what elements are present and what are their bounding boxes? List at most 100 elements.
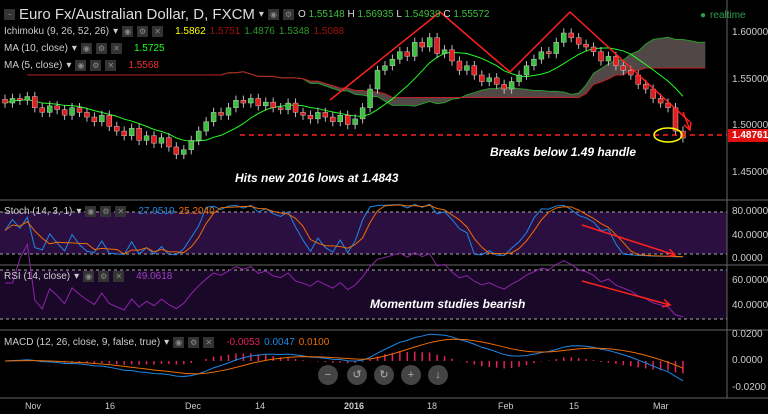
candle	[568, 32, 574, 38]
candle	[255, 98, 262, 107]
date-tick: Dec	[185, 401, 202, 411]
stoch-tick: 40.0000	[732, 230, 768, 241]
candle	[9, 98, 16, 104]
chevron-down-icon[interactable]: ▾	[258, 9, 264, 20]
eye-icon[interactable]: ◉	[267, 9, 279, 20]
macd-value: -0.0053	[226, 337, 261, 348]
eye-icon[interactable]: ◉	[173, 337, 185, 348]
ma10-legend: MA (10, close) ▾ ◉ ⚙ ✕ 1.5725	[4, 43, 165, 54]
candle	[643, 84, 649, 90]
trend-zigzag	[329, 10, 691, 123]
gear-icon[interactable]: ⚙	[95, 43, 107, 54]
signal-line	[4, 338, 684, 375]
candle	[657, 98, 664, 104]
candle	[620, 65, 627, 71]
arrow-head-icon	[667, 248, 677, 258]
candle	[2, 99, 8, 104]
date-tick: 18	[427, 401, 438, 411]
ichimoku-label[interactable]: Ichimoku (9, 26, 52, 26)	[4, 26, 110, 37]
senkou-b-line	[27, 67, 706, 98]
arrow-head-icon	[662, 298, 672, 308]
ohlc-value: 1.55572	[453, 9, 490, 20]
arrow-line	[581, 224, 676, 256]
eye-icon[interactable]: ◉	[75, 60, 87, 71]
candle	[263, 101, 269, 107]
gear-icon[interactable]: ⚙	[188, 337, 200, 348]
macd-tick: 0.0000	[732, 355, 763, 366]
ma5-label[interactable]: MA (5, close)	[4, 60, 63, 71]
candle	[99, 114, 105, 122]
price-tick: 1.50000	[732, 120, 768, 131]
stoch-d-value: 25.2040	[178, 206, 215, 217]
ichimoku-value: 1.5348	[278, 26, 310, 37]
candle	[76, 107, 83, 113]
ichimoku-cloud	[27, 37, 706, 107]
close-icon[interactable]: ✕	[113, 271, 125, 282]
candle	[419, 42, 425, 48]
candle	[479, 74, 485, 82]
eye-icon[interactable]: ◉	[83, 271, 95, 282]
scroll-left-button[interactable]: ↺	[347, 365, 367, 385]
ma10-label[interactable]: MA (10, close)	[4, 43, 68, 54]
candle	[471, 65, 478, 76]
gear-icon[interactable]: ⚙	[90, 60, 102, 71]
close-icon[interactable]: ✕	[105, 60, 117, 71]
rsi-legend: RSI (14, close) ▾ ◉ ⚙ ✕ 49.0618	[4, 271, 173, 282]
date-tick: 15	[569, 401, 580, 411]
ohlc-value: 1.54939	[404, 9, 441, 20]
candle	[151, 135, 157, 144]
candle	[218, 112, 224, 116]
symbol-title[interactable]: Euro Fx/Australian Dollar, D, FXCM	[19, 6, 255, 23]
candle	[248, 98, 254, 104]
status-dot-icon: ●	[700, 10, 707, 21]
date-tick: 2016	[344, 401, 365, 411]
close-icon[interactable]: ✕	[110, 43, 122, 54]
stoch-k-value: 27.9519	[138, 206, 175, 217]
candle	[628, 70, 634, 76]
reset-button[interactable]: ↓	[428, 365, 448, 385]
gear-icon[interactable]: ⚙	[100, 206, 112, 217]
candle	[598, 51, 604, 62]
candle	[374, 70, 381, 90]
candle	[486, 77, 492, 82]
zoom-in-button[interactable]: +	[401, 365, 421, 385]
macd-label[interactable]: MACD (12, 26, close, 9, false, true)	[4, 337, 161, 348]
ichimoku-value: 1.5751	[209, 26, 241, 37]
eye-icon[interactable]: ◉	[80, 43, 92, 54]
highlight-ellipse	[653, 127, 683, 143]
candle	[359, 107, 366, 120]
arrow-line	[682, 111, 691, 131]
stoch-tick: 80.0000	[732, 206, 768, 217]
candle	[590, 46, 597, 52]
stoch-d-line	[4, 204, 683, 258]
candle	[523, 65, 530, 76]
close-icon[interactable]: ✕	[115, 206, 127, 217]
date-tick: Feb	[498, 401, 514, 411]
candle	[367, 88, 373, 108]
collapse-icon[interactable]: −	[4, 9, 15, 20]
candle	[285, 102, 291, 110]
ichimoku-value: 1.5862	[175, 26, 206, 37]
gear-icon[interactable]: ⚙	[98, 271, 110, 282]
candle	[106, 114, 113, 127]
ohlc-value: 1.55148	[308, 9, 345, 20]
candle	[203, 121, 209, 132]
candle	[494, 77, 500, 85]
scroll-right-button[interactable]: ↻	[374, 365, 394, 385]
date-tick: Nov	[25, 401, 42, 411]
candle	[292, 102, 299, 113]
candle	[516, 74, 522, 82]
close-icon[interactable]: ✕	[152, 26, 164, 37]
rsi-label[interactable]: RSI (14, close)	[4, 271, 71, 282]
stoch-label[interactable]: Stoch (14, 3, 1)	[4, 206, 73, 217]
zoom-out-button[interactable]: −	[318, 365, 338, 385]
candle	[195, 130, 202, 141]
gear-icon[interactable]: ⚙	[137, 26, 149, 37]
close-icon[interactable]: ✕	[203, 337, 215, 348]
candle	[508, 81, 515, 90]
eye-icon[interactable]: ◉	[122, 26, 134, 37]
candle	[553, 42, 559, 54]
candle	[583, 44, 589, 48]
eye-icon[interactable]: ◉	[85, 206, 97, 217]
gear-icon[interactable]: ⚙	[282, 9, 294, 20]
